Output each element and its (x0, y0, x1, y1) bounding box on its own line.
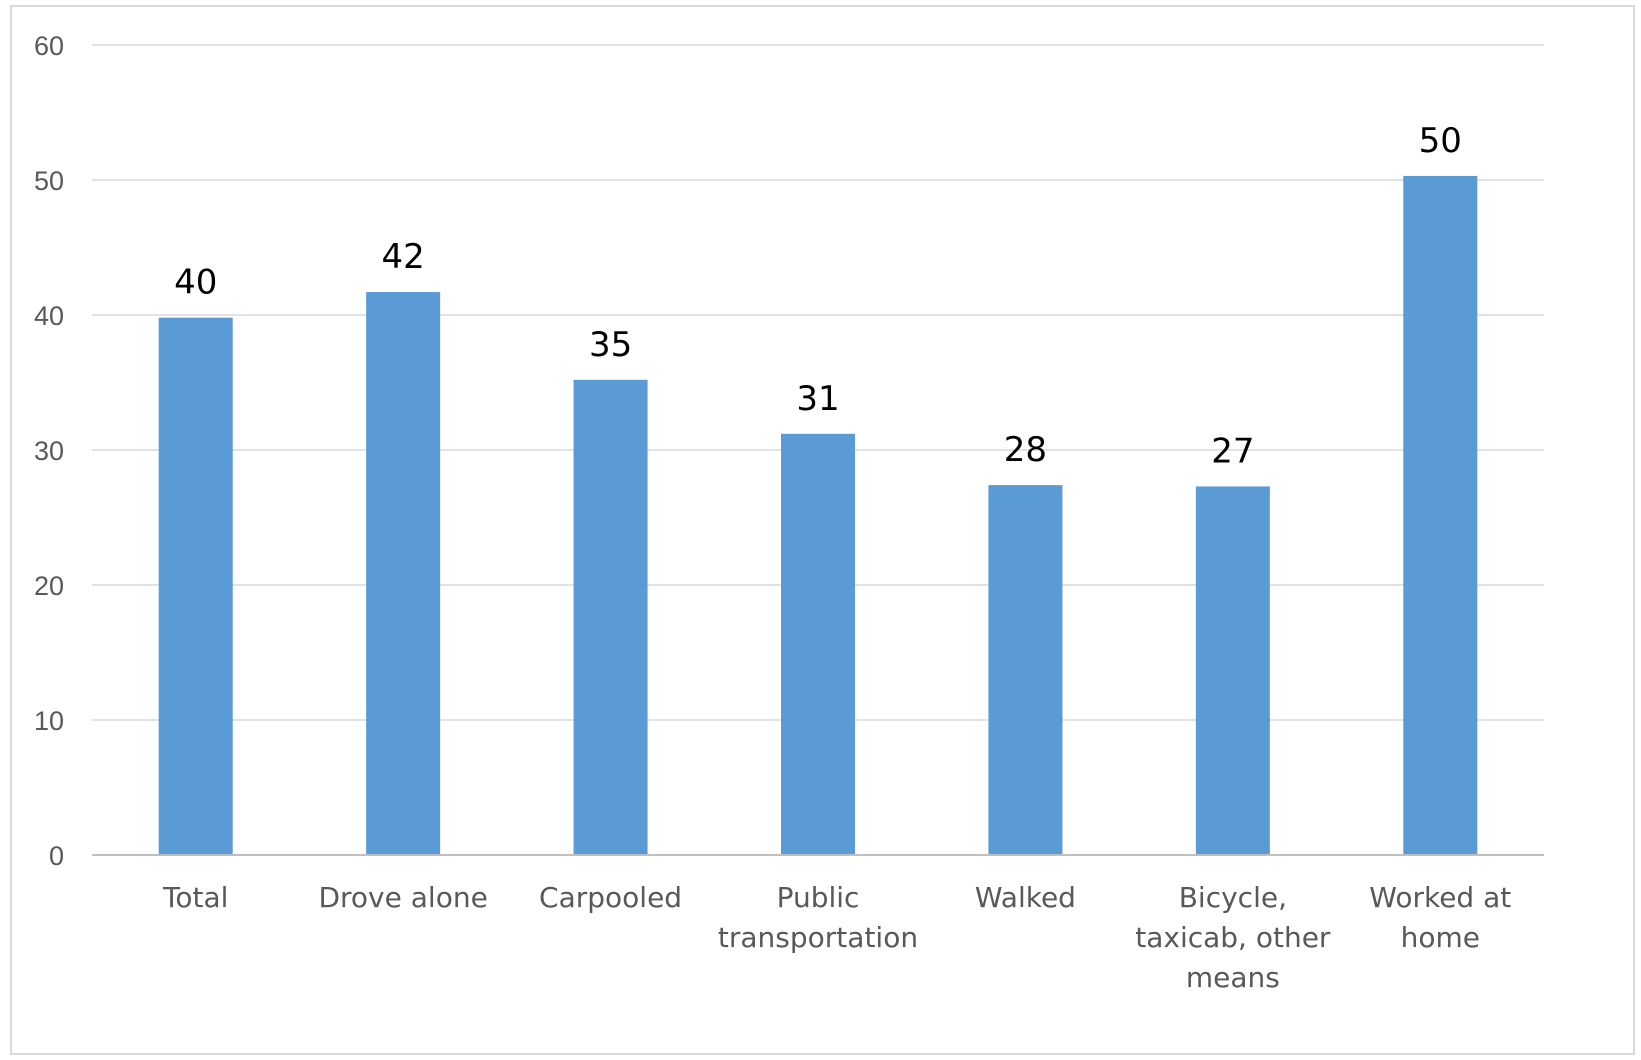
bar (158, 317, 233, 855)
y-tick-label: 0 (49, 841, 64, 871)
category-label: Drove alone (318, 881, 487, 914)
y-tick-label: 60 (34, 31, 64, 61)
data-label: 35 (589, 325, 632, 365)
data-labels: 40 42 35 31 28 27 50 (174, 121, 1462, 472)
data-label: 40 (174, 263, 217, 303)
y-tick-label: 30 (34, 436, 64, 466)
bar (988, 485, 1063, 855)
category-label-line: taxicab, other (1135, 921, 1331, 954)
category-label-line: home (1401, 921, 1480, 954)
y-tick-label: 40 (34, 301, 64, 331)
y-axis-ticks: 0 10 20 30 40 50 60 (34, 31, 64, 871)
category-label-line: Drove alone (318, 881, 487, 914)
bar (781, 433, 855, 855)
bar (366, 292, 441, 855)
data-label: 31 (796, 379, 839, 419)
category-label-line: Bicycle, (1179, 881, 1287, 914)
category-label-line: Carpooled (539, 881, 682, 914)
bar (1403, 175, 1478, 855)
bar (1195, 486, 1270, 855)
category-label-line: transportation (718, 921, 918, 954)
category-label: Walked (975, 881, 1076, 914)
y-tick-label: 10 (34, 706, 64, 736)
category-label: Bicycle, taxicab, other means (1135, 881, 1331, 994)
category-label: Carpooled (539, 881, 682, 914)
bars (158, 175, 1478, 855)
data-label: 42 (382, 237, 425, 277)
chart-frame: 0 10 20 30 40 50 60 40 42 35 31 28 27 50 Total Drove … (10, 5, 1635, 1055)
data-label: 50 (1419, 121, 1462, 161)
category-label-line: Worked at (1369, 881, 1511, 914)
bar-chart: 0 10 20 30 40 50 60 40 42 35 31 28 27 50 Total Drove … (34, 31, 1544, 994)
data-label: 27 (1211, 431, 1254, 471)
data-label: 28 (1004, 430, 1047, 470)
y-tick-label: 20 (34, 571, 64, 601)
category-label-line: Public (777, 881, 860, 914)
category-label-line: Walked (975, 881, 1076, 914)
category-label: Worked at home (1369, 881, 1511, 954)
bar (573, 379, 648, 855)
y-tick-label: 50 (34, 166, 64, 196)
category-label: Total (162, 881, 228, 914)
category-label: Public transportation (718, 881, 918, 954)
category-label-line: means (1186, 961, 1280, 994)
category-labels: Total Drove alone Carpooled Public transport… (162, 881, 1511, 994)
category-label-line: Total (162, 881, 228, 914)
